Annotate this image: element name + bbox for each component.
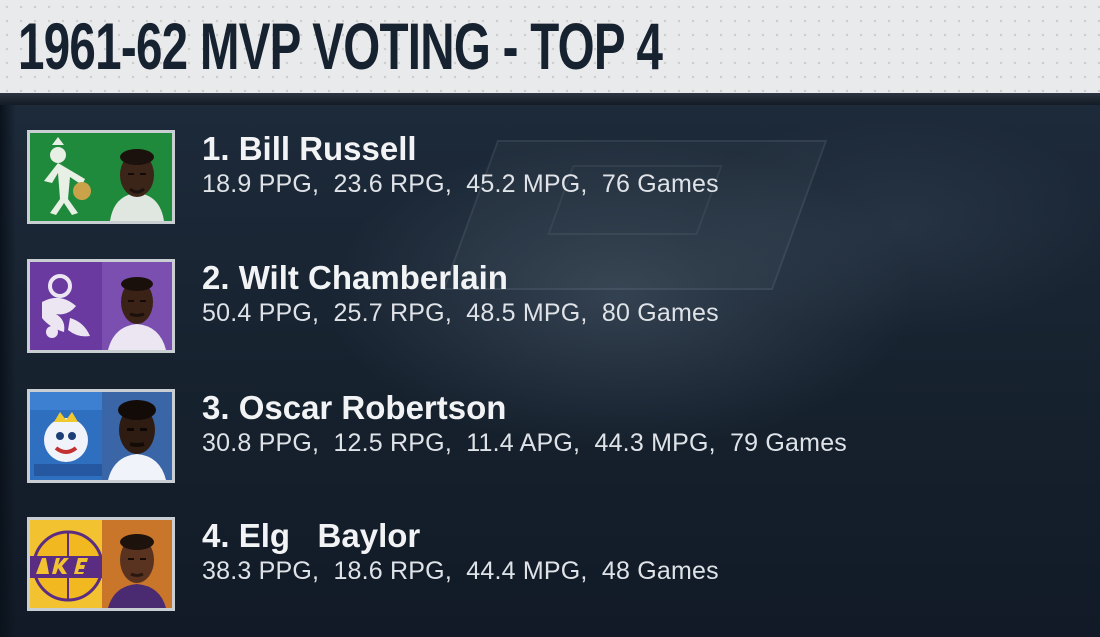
stat-value: 11.4 APG	[445, 429, 573, 457]
list-item: 3. Oscar Robertson 30.8 PPG12.5 RPG11.4 …	[0, 389, 1100, 489]
player-stats: 38.3 PPG18.6 RPG44.4 MPG48 Games	[202, 557, 719, 586]
stat-value: 12.5 RPG	[312, 429, 445, 457]
player-photo	[102, 392, 172, 480]
lakers-logo-icon	[30, 520, 106, 608]
title-banner: 1961-62 MVP VOTING - TOP 4	[0, 0, 1100, 93]
stat-value: 45.2 MPG	[445, 170, 581, 198]
player-name: 3. Oscar Robertson	[202, 389, 507, 426]
list-item: 2. Wilt Chamberlain 50.4 PPG25.7 RPG48.5…	[0, 259, 1100, 359]
stat-value: 18.6 RPG	[312, 557, 445, 585]
title-divider	[0, 93, 1100, 105]
stat-value: 44.3 MPG	[573, 429, 709, 457]
stat-value: 48.5 MPG	[445, 299, 581, 327]
player-stats: 50.4 PPG25.7 RPG48.5 MPG80 Games	[202, 299, 719, 328]
player-name: 4. Elg Baylor	[202, 517, 421, 554]
page-title: 1961-62 MVP VOTING - TOP 4	[18, 9, 663, 83]
stat-value: 44.4 MPG	[445, 557, 581, 585]
player-thumbnail	[27, 130, 175, 224]
stat-value: 50.4 PPG	[202, 299, 312, 327]
warriors-logo-icon	[30, 262, 106, 350]
list-item: 4. Elg Baylor 38.3 PPG18.6 RPG44.4 MPG48…	[0, 517, 1100, 617]
player-photo	[102, 133, 172, 221]
player-thumbnail	[27, 389, 175, 483]
player-photo	[102, 520, 172, 608]
player-name: 1. Bill Russell	[202, 130, 417, 167]
stat-value: 38.3 PPG	[202, 557, 312, 585]
stat-value: 79 Games	[709, 429, 847, 457]
player-thumbnail	[27, 259, 175, 353]
royals-logo-icon	[30, 392, 106, 480]
stat-value: 23.6 RPG	[312, 170, 445, 198]
background-board	[0, 105, 1100, 637]
player-stats: 30.8 PPG12.5 RPG11.4 APG44.3 MPG79 Games	[202, 429, 847, 458]
stat-value: 30.8 PPG	[202, 429, 312, 457]
player-name: 2. Wilt Chamberlain	[202, 259, 508, 296]
stat-value: 25.7 RPG	[312, 299, 445, 327]
stat-value: 76 Games	[580, 170, 718, 198]
stat-value: 48 Games	[580, 557, 718, 585]
list-item: 1. Bill Russell 18.9 PPG23.6 RPG45.2 MPG…	[0, 130, 1100, 230]
player-stats: 18.9 PPG23.6 RPG45.2 MPG76 Games	[202, 170, 719, 199]
celtics-logo-icon	[30, 133, 106, 221]
player-thumbnail	[27, 517, 175, 611]
player-photo	[102, 262, 172, 350]
stat-value: 18.9 PPG	[202, 170, 312, 198]
stat-value: 80 Games	[580, 299, 718, 327]
edge-shadow	[0, 105, 16, 637]
